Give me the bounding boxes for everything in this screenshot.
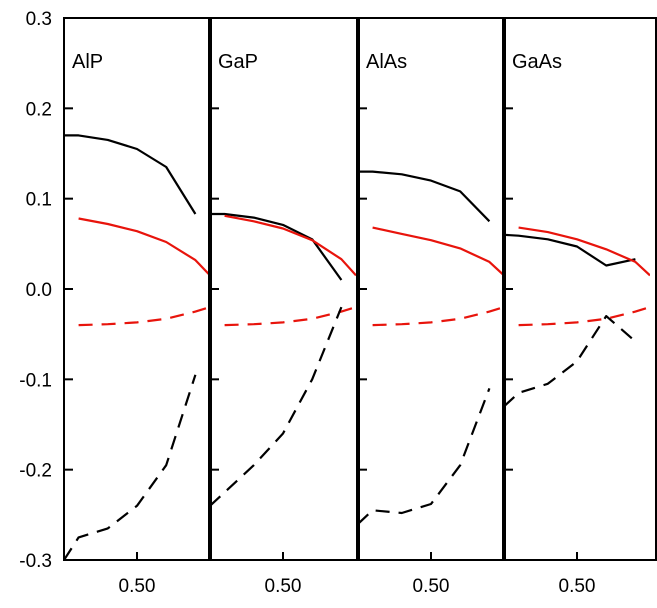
series-line [78, 306, 210, 327]
panel-alp: AlP [64, 51, 210, 560]
panel-gap: GaP [210, 51, 356, 507]
panel-label: AlP [72, 51, 103, 73]
series-line [504, 233, 636, 267]
x-tick-label: 0.50 [413, 576, 450, 597]
series-line [358, 170, 491, 223]
series-line [64, 374, 197, 560]
x-axis: 0.50 0.50 0.50 0.50 [119, 552, 596, 597]
series-line [224, 214, 356, 277]
series-line [504, 315, 637, 408]
y-tick-label: 0.0 [26, 280, 52, 301]
y-tick-label: 0.3 [26, 9, 52, 30]
panel-label: GaAs [512, 51, 562, 73]
y-tick-label: 0.2 [26, 99, 52, 120]
y-tick-label: -0.2 [19, 461, 52, 482]
y-tick-label: 0.1 [26, 190, 52, 211]
panel-series [64, 134, 210, 560]
panel-series [358, 170, 504, 525]
y-tick-label: -0.3 [19, 551, 52, 572]
panel-label: AlAs [366, 51, 407, 73]
series-line [518, 226, 650, 277]
panel-alas: AlAs [358, 51, 504, 525]
panel-gaas: GaAs [504, 51, 650, 408]
series-line [224, 306, 356, 327]
series-line [372, 306, 504, 327]
x-tick-label: 0.50 [265, 576, 302, 597]
x-tick-label: 0.50 [119, 576, 156, 597]
x-tick-label: 0.50 [559, 576, 596, 597]
y-axis: 0.3 0.2 0.1 0.0 -0.1 -0.2 -0.3 [19, 9, 513, 572]
series-line [358, 388, 491, 525]
y-tick-label: -0.1 [19, 370, 52, 391]
series-line [210, 212, 343, 281]
series-line [78, 217, 210, 277]
series-line [64, 134, 197, 215]
panel-series [210, 212, 356, 507]
panel-series [504, 226, 650, 408]
panel-label: GaP [218, 51, 258, 73]
series-line [518, 306, 650, 327]
series-line [210, 306, 343, 507]
series-line [372, 226, 504, 277]
